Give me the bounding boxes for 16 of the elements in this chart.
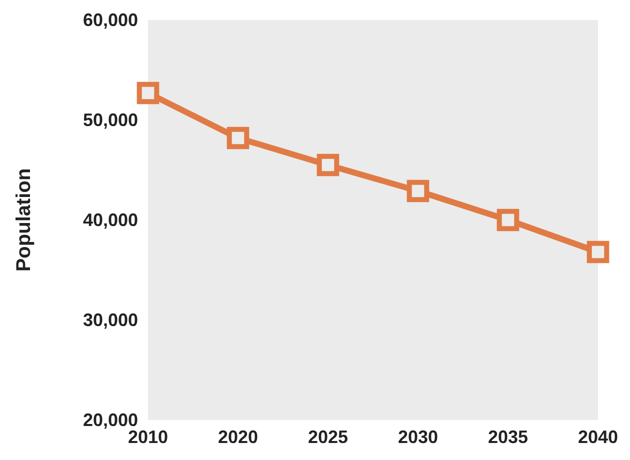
point (136, 82, 160, 104)
y-tick-label: 30,000 (82, 310, 138, 330)
x-tick-label: 2035 (488, 426, 528, 447)
x-tick-label: 2025 (308, 426, 348, 447)
x-tick-label: 2030 (398, 426, 438, 447)
x-tick-label: 2040 (578, 426, 618, 447)
point (586, 240, 610, 264)
point (406, 180, 430, 202)
y-tick-label: 40,000 (82, 210, 138, 230)
y-axis-title: Population (13, 168, 35, 272)
point (316, 154, 340, 176)
y-tick-label: 60,000 (82, 10, 138, 30)
point (226, 126, 250, 150)
y-tick-label: 50,000 (82, 110, 138, 130)
point (496, 208, 520, 232)
x-tick-label: 2020 (218, 426, 258, 447)
